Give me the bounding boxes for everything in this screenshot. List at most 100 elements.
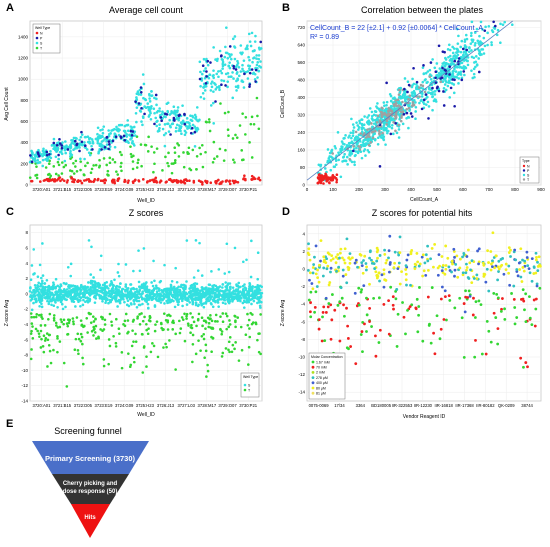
chart-a-point-N <box>234 180 238 184</box>
chart-d-point <box>349 345 353 348</box>
chart-a-point-P <box>165 113 169 116</box>
chart-d-legend-marker <box>311 360 315 364</box>
chart-a-point-S <box>147 115 151 118</box>
chart-c-point-S <box>198 294 201 298</box>
chart-c-point-T <box>127 330 130 334</box>
chart-a-point-T <box>48 172 51 176</box>
chart-b-point-S <box>361 141 365 144</box>
chart-a-point-T <box>74 165 77 168</box>
chart-a-point-N <box>70 177 73 180</box>
chart-d-xtick-label: 0075-0069 <box>309 403 330 408</box>
chart-a-point-S <box>107 129 110 132</box>
chart-a-point-S <box>195 106 199 109</box>
chart-b-point-P <box>449 86 453 90</box>
chart-b-point-N <box>326 176 329 180</box>
chart-d-point <box>524 292 528 296</box>
chart-a-point-N <box>243 174 246 178</box>
chart-d-point <box>398 251 402 255</box>
chart-a-point-S <box>88 153 92 157</box>
chart-c-point-T <box>147 327 150 330</box>
chart-a-point-P <box>60 144 64 147</box>
chart-c-point-S <box>138 288 141 291</box>
funnel-stage-primary <box>32 441 149 474</box>
chart-d-point <box>408 305 412 309</box>
chart-c-point-S <box>237 290 240 294</box>
chart-d-point <box>423 261 427 265</box>
chart-b-point-S <box>482 52 486 55</box>
chart-c-ytick-label: 0 <box>25 291 28 296</box>
chart-c-point-T <box>75 316 79 319</box>
chart-c-point-T <box>45 332 49 335</box>
chart-c-point-S <box>70 295 73 299</box>
chart-a-point-S <box>185 117 189 120</box>
chart-c-point-S <box>107 294 110 298</box>
chart-a-point-P <box>254 68 258 72</box>
chart-b-point-P <box>409 112 413 115</box>
chart-a-point-N <box>205 181 209 185</box>
chart-c-point-S <box>256 285 260 288</box>
chart-a-point-S <box>28 160 32 164</box>
chart-b-point-S <box>401 122 405 126</box>
chart-b-point-S <box>353 160 356 164</box>
chart-d-point <box>316 268 319 272</box>
chart-b-point-S <box>353 138 356 142</box>
chart-c-point-S <box>221 301 225 305</box>
chart-d-point <box>360 330 364 333</box>
chart-d-point <box>472 296 475 300</box>
chart-a-point-T <box>79 168 82 172</box>
chart-d-point <box>406 253 410 257</box>
chart-a-point-S <box>212 122 215 125</box>
chart-d-point <box>368 307 372 310</box>
chart-b-legend-label: N <box>527 164 530 168</box>
chart-b-point-T <box>394 129 397 133</box>
chart-c-point-T <box>211 336 215 340</box>
chart-c-point-T <box>37 313 41 317</box>
chart-c-point-S <box>58 293 62 296</box>
chart-d-point <box>536 265 540 268</box>
chart-b-ytick-label: 80 <box>300 165 306 170</box>
chart-a-point-S <box>227 75 231 79</box>
chart-b-point-S <box>363 128 367 132</box>
chart-a-point-S <box>208 73 211 76</box>
chart-c-point-S <box>47 300 51 303</box>
chart-c-point-S <box>227 292 231 295</box>
chart-c-point-S <box>213 295 217 298</box>
chart-a-point-T <box>119 165 123 168</box>
chart-b-point-N <box>335 180 338 184</box>
chart-b-point-T <box>397 123 400 127</box>
chart-d-point <box>335 269 338 273</box>
chart-c-point-S <box>189 286 193 290</box>
chart-a-point-P <box>177 114 181 118</box>
chart-b-point-S <box>390 124 394 127</box>
chart-c-point-T <box>234 341 237 344</box>
chart-c-point-S <box>29 278 33 282</box>
chart-b-point-S <box>339 175 343 179</box>
chart-a-point-S <box>217 70 220 73</box>
chart-c-point-T <box>143 315 146 319</box>
chart-a-point-S <box>228 55 232 58</box>
chart-a-point-S <box>150 94 153 98</box>
chart-a-point-T <box>60 172 64 175</box>
chart-c-point-S <box>230 292 233 296</box>
chart-a-point-N <box>113 181 117 185</box>
chart-a-point-T <box>72 161 75 165</box>
chart-d-point <box>465 266 469 269</box>
chart-c-point-T <box>221 312 225 315</box>
chart-c-point-T <box>171 319 175 323</box>
chart-c-point-T <box>93 327 96 331</box>
chart-c-point-S <box>249 275 253 279</box>
chart-c-point-S <box>137 280 141 284</box>
chart-b-point-S <box>370 114 374 118</box>
chart-a-point-N <box>154 176 158 180</box>
chart-c-xlabel: Well_ID <box>137 412 155 418</box>
chart-a-point-S <box>133 144 136 147</box>
chart-d-point <box>467 289 471 293</box>
chart-b-point-S <box>327 157 331 160</box>
chart-b-point-S <box>374 114 378 117</box>
chart-a-point-S <box>177 118 180 122</box>
chart-a-point-S <box>257 54 261 57</box>
chart-a-legend-label: P <box>40 36 43 40</box>
chart-d-point <box>482 263 486 267</box>
chart-c-point-S <box>88 297 91 301</box>
chart-b-legend-box <box>519 156 540 184</box>
